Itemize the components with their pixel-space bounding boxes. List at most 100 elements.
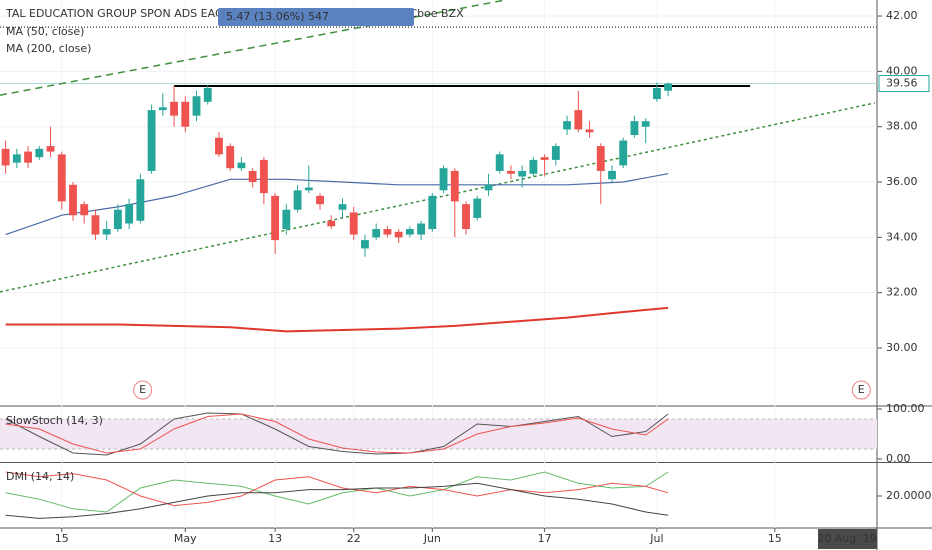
earnings-marker <box>851 380 871 400</box>
candle-body <box>450 170 459 202</box>
y-tick-label: 20.0000 <box>886 489 932 502</box>
trend-line <box>0 0 506 96</box>
indicator-line <box>5 471 669 513</box>
indicator-line <box>5 482 669 519</box>
candle-body <box>540 157 549 160</box>
candle-body <box>383 229 392 235</box>
candle-body <box>439 168 448 191</box>
measure-box <box>218 8 414 26</box>
last-price-box <box>878 75 930 93</box>
candle-body <box>563 121 572 130</box>
candle-body <box>327 220 336 227</box>
cursor-date-box <box>818 529 877 549</box>
candle-body <box>585 129 594 133</box>
candle-body <box>608 170 616 180</box>
candle-body <box>46 146 55 152</box>
candle-body <box>462 204 470 230</box>
y-tick-label: 38.00 <box>886 120 918 133</box>
x-tick-label: 15 <box>55 532 69 545</box>
candle-body <box>495 154 504 171</box>
candle-body <box>113 209 122 230</box>
indicator-line <box>5 413 669 454</box>
indicator-line <box>5 471 669 507</box>
candle-body <box>551 146 560 160</box>
candle-body <box>473 198 482 218</box>
candle-body <box>574 110 583 130</box>
candle-body <box>417 223 426 235</box>
candle-body <box>215 137 223 155</box>
earnings-label: E <box>139 383 146 396</box>
candle-body <box>304 187 313 191</box>
candle-body <box>1 148 10 166</box>
candle-body <box>652 87 661 100</box>
cursor-date-label: 20 Aug '19 <box>817 532 877 545</box>
x-tick-label: 15 <box>768 532 782 545</box>
x-tick-label: 17 <box>538 532 552 545</box>
candle-body <box>630 121 639 135</box>
y-tick-label: 42.00 <box>886 9 918 22</box>
candle-body <box>282 209 291 230</box>
candle-body <box>518 170 527 177</box>
candle-body <box>170 101 178 116</box>
candle-body <box>136 179 145 221</box>
y-tick-label: 40.00 <box>886 64 918 77</box>
candle-body <box>226 146 235 169</box>
x-tick-label: 13 <box>268 532 282 545</box>
earnings-marker <box>133 380 153 400</box>
candle-body <box>259 159 268 194</box>
pane-title: SlowStoch (14, 3) <box>6 414 103 427</box>
candle-body <box>192 96 201 116</box>
candle-body <box>147 110 156 171</box>
last-price-label: 39.56 <box>886 77 918 90</box>
candle-body <box>181 101 190 127</box>
candle-body <box>248 170 257 183</box>
x-tick-label: 22 <box>347 532 361 545</box>
candle-body <box>619 140 628 166</box>
candle-body <box>372 229 381 238</box>
band <box>0 419 877 449</box>
candle-body <box>529 159 538 174</box>
earnings-label: E <box>858 383 865 396</box>
x-tick-label: May <box>174 532 197 545</box>
candle-body <box>271 195 280 241</box>
y-tick-label: 36.00 <box>886 175 918 188</box>
y-tick-label: 30.00 <box>886 341 918 354</box>
candle-body <box>316 195 324 205</box>
measure-label: 5.47 (13.06%) 547 <box>226 10 329 23</box>
candle-body <box>428 195 437 230</box>
y-tick-label: 32.00 <box>886 286 918 299</box>
candle-body <box>596 146 605 171</box>
pane-title: DMI (14, 14) <box>6 470 74 483</box>
candle-body <box>237 162 246 169</box>
candle-body <box>361 240 369 249</box>
candle-body <box>102 229 111 235</box>
trend-line <box>0 102 875 293</box>
moving-average <box>5 306 669 333</box>
candle-body <box>80 204 89 216</box>
candle-body <box>203 87 212 102</box>
candle-body <box>57 154 66 202</box>
x-tick-label: Jul <box>649 532 663 545</box>
candle-body <box>338 204 347 210</box>
candle-body <box>641 121 650 127</box>
candle-body <box>12 154 21 163</box>
y-tick-label: 34.00 <box>886 230 918 243</box>
candle-body <box>349 212 358 235</box>
candle-body <box>35 148 44 158</box>
x-tick-label: Jun <box>423 532 441 545</box>
candle-body <box>69 184 77 216</box>
candle-body <box>125 204 134 224</box>
candle-body <box>484 184 493 191</box>
legend-entry: MA (50, close) <box>6 25 84 38</box>
y-tick-label: 100.00 <box>886 402 925 415</box>
y-tick-label: 0.00 <box>886 452 911 465</box>
legend-entry: MA (200, close) <box>6 42 91 55</box>
candle-body <box>24 151 33 163</box>
candle-body <box>506 170 515 174</box>
candle-body <box>158 107 167 111</box>
candle-body <box>293 190 302 210</box>
candle-body <box>405 229 414 235</box>
candle-body <box>394 231 403 238</box>
